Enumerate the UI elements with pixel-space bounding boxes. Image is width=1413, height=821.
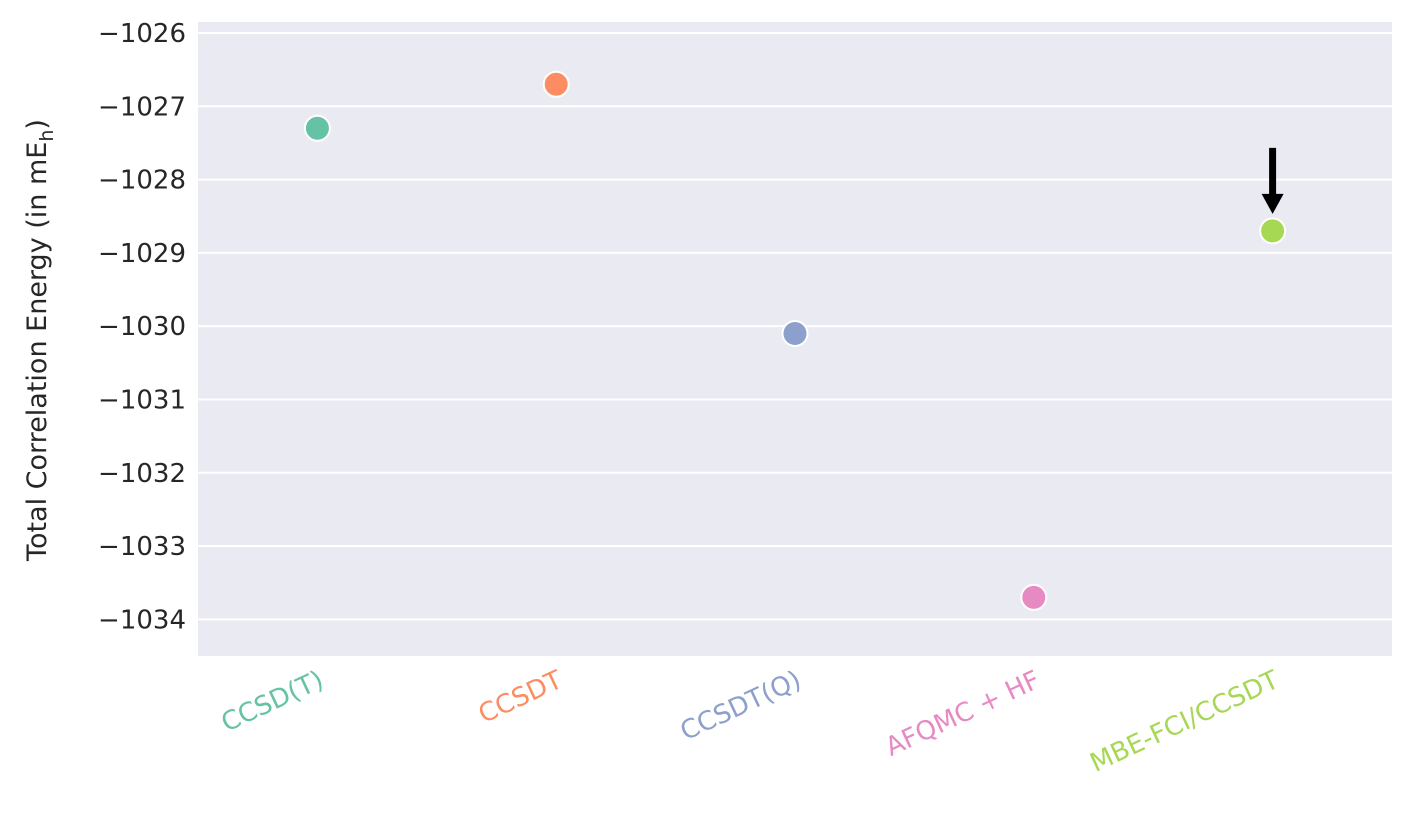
data-point — [303, 114, 331, 142]
annotation-arrow-head — [1261, 193, 1284, 214]
data-point — [542, 70, 570, 98]
y-tick-label: −1032 — [98, 459, 186, 489]
y-axis-label-close: ) — [22, 119, 53, 130]
annotations — [1261, 147, 1284, 214]
data-point — [1020, 583, 1048, 611]
x-tick-label: CCSD(T) — [217, 665, 328, 738]
data-points — [303, 70, 1287, 611]
y-tick-label: −1026 — [98, 19, 186, 49]
x-tick-labels: CCSD(T) CCSDT CCSDT(Q) AFQMC + HF MBE-FCI/CC… — [217, 665, 1284, 779]
y-tick-label: −1027 — [98, 92, 186, 122]
y-tick-label: −1028 — [98, 166, 186, 196]
y-axis-label-subscript: h — [36, 130, 58, 142]
data-point — [1259, 217, 1287, 245]
y-tick-label: −1029 — [98, 239, 186, 269]
y-tick-label: −1033 — [98, 532, 186, 562]
y-tick-label: −1030 — [98, 312, 186, 342]
x-tick-label: AFQMC + HF — [881, 665, 1045, 763]
y-tick-label: −1034 — [98, 605, 186, 635]
x-tick-label: CCSDT — [474, 665, 567, 730]
data-point — [781, 320, 809, 348]
y-tick-label: −1031 — [98, 385, 186, 415]
grid-lines — [198, 31, 1392, 621]
y-axis-label: Total Correlation Energy (in mEh) — [22, 119, 58, 562]
x-tick-label: MBE-FCI/CCSDT — [1086, 665, 1284, 779]
y-tick-labels: −1034 −1033 −1032 −1031 −1030 −1029 −1028 −1027… — [98, 19, 186, 635]
y-axis-label-main: Total Correlation Energy (in mE — [22, 142, 53, 562]
x-tick-label: CCSDT(Q) — [676, 665, 806, 747]
